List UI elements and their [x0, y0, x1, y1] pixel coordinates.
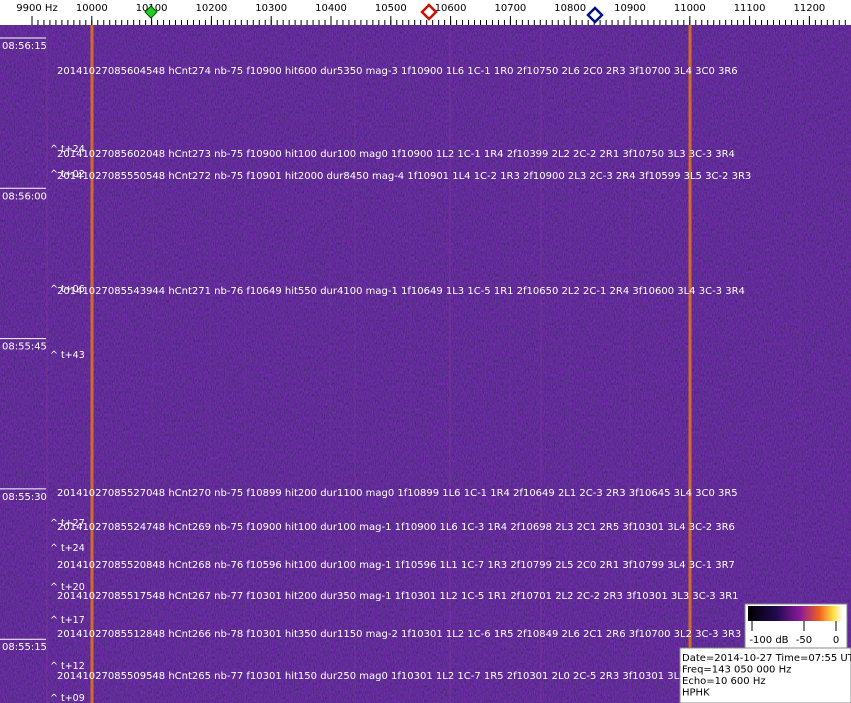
waterfall-noise	[0, 25, 851, 703]
event-text: 20141027085524748 hCnt269 nb-75 f10900 h…	[57, 522, 735, 533]
event-text: 20141027085520848 hCnt268 nb-76 f10596 h…	[57, 560, 735, 571]
frequency-label: 11100	[734, 3, 766, 14]
frequency-label: 10900	[614, 3, 646, 14]
time-offset: ^ t+27	[50, 518, 85, 529]
frequency-label: 11000	[674, 3, 706, 14]
frequency-label: 10200	[195, 3, 227, 14]
ruler-ticks: 9900 Hz100001010010200103001040010500106…	[16, 3, 846, 25]
time-offset: ^ t+20	[50, 582, 85, 593]
frequency-label: 10600	[435, 3, 467, 14]
time-offset: ^ t+06	[50, 284, 85, 295]
time-label: 08:55:30	[2, 492, 47, 503]
event-text: 20141027085509548 hCnt265 nb-77 f10301 h…	[57, 671, 735, 682]
marker-red	[420, 3, 438, 21]
time-offset: ^ t+12	[50, 661, 85, 672]
time-offset: ^ t+24	[50, 144, 85, 155]
color-scale	[748, 606, 843, 621]
time-offset: ^ t+09	[50, 693, 85, 703]
time-label: 08:56:00	[2, 191, 47, 202]
event-text: 20141027085512848 hCnt266 nb-78 f10301 h…	[57, 629, 741, 640]
scale-label: -50	[796, 635, 812, 646]
scale-label: -100 dB	[749, 635, 788, 646]
scale-label: 0	[833, 635, 839, 646]
frequency-label: 9900 Hz	[16, 3, 57, 14]
time-label: 08:56:15	[2, 41, 47, 52]
time-offset: ^ t+24	[50, 543, 85, 554]
event-text: 20141027085550548 hCnt272 nb-75 f10901 h…	[57, 171, 751, 182]
frequency-label: 10000	[76, 3, 108, 14]
time-label: 08:55:45	[2, 342, 47, 353]
info-line: HPHK	[682, 688, 710, 699]
event-text: 20141027085543944 hCnt271 nb-76 f10649 h…	[57, 286, 745, 297]
time-offset: ^ t+17	[50, 615, 85, 626]
time-offset: ^ t+02	[50, 169, 85, 180]
marker-green	[144, 5, 158, 19]
time-label: 08:55:15	[2, 642, 47, 653]
marker-blue	[586, 6, 604, 24]
info-box	[679, 647, 851, 703]
info-line: Echo=10 600 Hz	[682, 676, 766, 687]
frequency-label: 10800	[554, 3, 586, 14]
frequency-label: 10700	[494, 3, 526, 14]
frequency-label: 11200	[793, 3, 825, 14]
event-text: 20141027085602048 hCnt273 nb-75 f10900 h…	[57, 149, 735, 160]
event-text: 20141027085517548 hCnt267 nb-77 f10301 h…	[57, 591, 739, 602]
time-offset: ^ t+43	[50, 350, 85, 361]
frequency-label: 10300	[255, 3, 287, 14]
info-line: Date=2014-10-27 Time=07:55 UTC	[682, 653, 851, 664]
frequency-label: 10400	[315, 3, 347, 14]
event-text: 20141027085604548 hCnt274 nb-75 f10900 h…	[57, 66, 738, 77]
info-line: Freq=143 050 000 Hz	[682, 665, 791, 676]
signal-streaks	[46, 25, 801, 703]
event-text: 20141027085527048 hCnt270 nb-75 f10899 h…	[57, 488, 738, 499]
frequency-label: 10500	[375, 3, 407, 14]
